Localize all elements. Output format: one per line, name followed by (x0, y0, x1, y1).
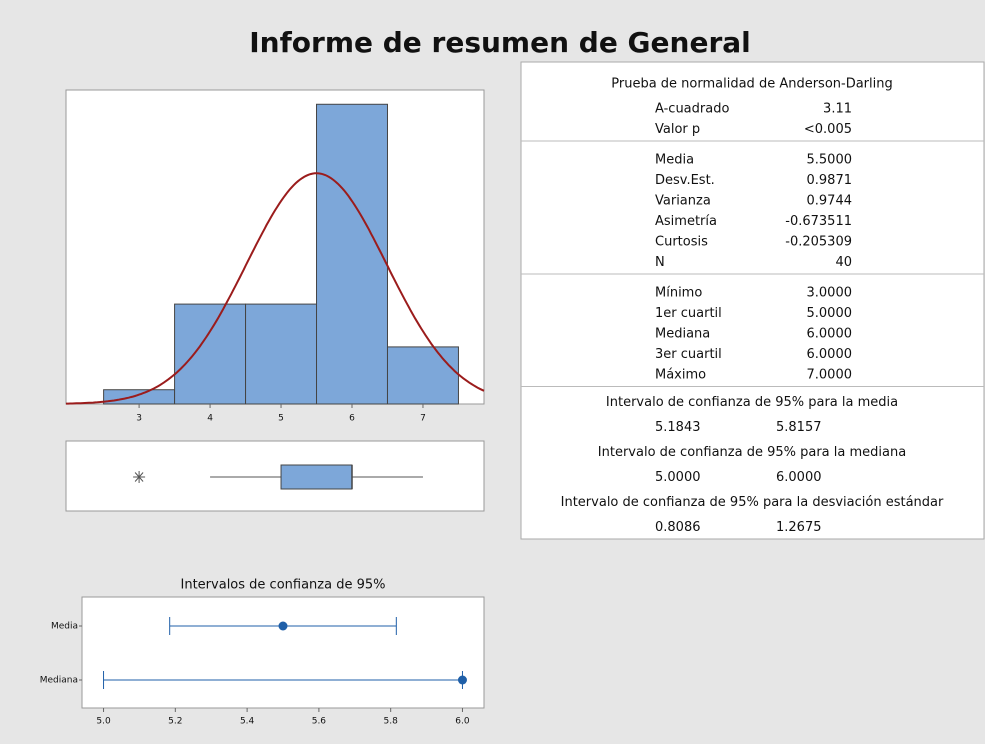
normal-curve (66, 172, 485, 405)
boxplot-frame (65, 440, 485, 512)
y-tick-label: Mediana (40, 676, 78, 686)
stat-label: Máximo (655, 368, 706, 383)
y-tick-label: Media (51, 622, 78, 632)
stat-label: Varianza (655, 194, 711, 209)
stat-label: 1er cuartil (655, 306, 722, 321)
x-tick-label: 5.4 (240, 717, 255, 727)
point-estimate (457, 675, 467, 685)
point-estimate (278, 621, 288, 631)
stat-value: 5.5000 (807, 153, 853, 168)
stat-value: 5.0000 (807, 306, 853, 321)
section-title: Prueba de normalidad de Anderson-Darling (611, 77, 893, 92)
x-tick-label: 6 (349, 414, 355, 424)
x-tick-label: 4 (207, 414, 213, 424)
interval-heading: Intervalo de confianza de 95% para la de… (561, 495, 944, 510)
bar (245, 303, 318, 405)
stat-label: Curtosis (655, 235, 708, 250)
summary-table (520, 61, 985, 540)
stat-value: <0.005 (804, 122, 852, 137)
stat-value: 6.0000 (807, 327, 853, 342)
interval-title: Intervalos de confianza de 95% (181, 578, 386, 593)
stat-value: 6.0000 (807, 347, 853, 362)
stat-value: -0.205309 (785, 235, 852, 250)
stat-value: 40 (835, 255, 852, 270)
x-tick-label: 5.0 (96, 717, 111, 727)
stat-label: 3er cuartil (655, 347, 722, 362)
x-tick-label: 7 (420, 414, 426, 424)
stat-value: -0.673511 (785, 214, 852, 229)
outlier (133, 471, 146, 483)
stat-label: A-cuadrado (655, 102, 729, 117)
x-tick-label: 6.0 (455, 717, 470, 727)
x-tick-label: 5 (278, 414, 284, 424)
stat-label: Media (655, 153, 694, 168)
stat-value: 0.9871 (807, 173, 853, 188)
stat-label: N (655, 255, 665, 270)
stat-label: Desv.Est. (655, 173, 715, 188)
stat-label: Asimetría (655, 214, 717, 229)
x-tick-label: 5.6 (312, 717, 327, 727)
stat-label: Mínimo (655, 286, 702, 301)
interval-value: 5.8157 (776, 420, 822, 435)
stat-value: 3.11 (823, 102, 852, 117)
x-tick-label: 3 (136, 414, 142, 424)
stat-label: Valor p (655, 122, 700, 137)
bar (316, 103, 388, 405)
interval-value: 5.1843 (655, 420, 701, 435)
interval-value: 6.0000 (776, 470, 822, 485)
interval-heading: Intervalo de confianza de 95% para la me… (598, 445, 906, 460)
x-tick-label: 5.2 (168, 717, 182, 727)
box (280, 464, 353, 490)
x-tick-label: 5.8 (384, 717, 399, 727)
stat-value: 0.9744 (807, 194, 853, 209)
interval-value: 0.8086 (655, 520, 701, 535)
bar (103, 389, 176, 405)
stat-label: Mediana (655, 327, 710, 342)
interval-value: 1.2675 (776, 520, 822, 535)
bar (386, 346, 459, 405)
report-title: Informe de resumen de General (249, 26, 751, 59)
bar (174, 303, 247, 405)
interval-value: 5.0000 (655, 470, 701, 485)
interval-heading: Intervalo de confianza de 95% para la me… (606, 395, 898, 410)
interval-frame (81, 596, 485, 709)
stat-value: 7.0000 (807, 368, 853, 383)
stat-value: 3.0000 (807, 286, 853, 301)
